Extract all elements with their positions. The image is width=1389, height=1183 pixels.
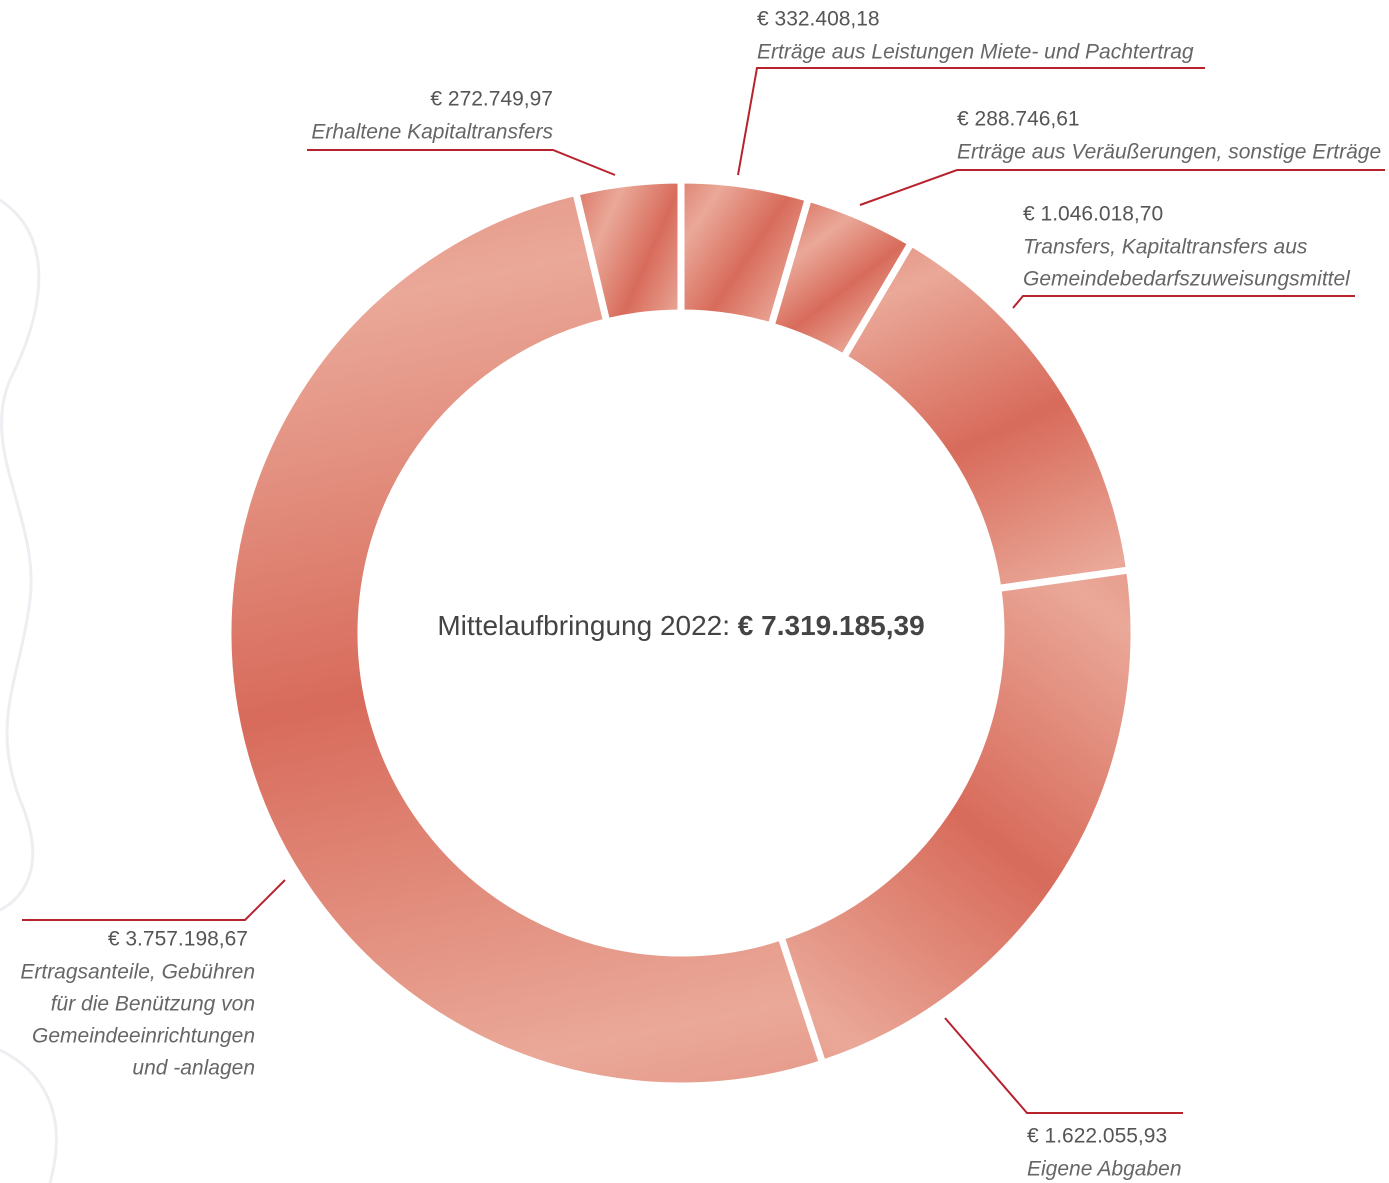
leader-line — [22, 879, 286, 921]
value-label: € 1.046.018,70 — [1023, 203, 1163, 226]
category-label: Ertragsanteile, Gebühren — [20, 961, 255, 984]
leader-line — [737, 67, 1205, 176]
leader-line — [859, 169, 1385, 206]
donut-slice — [224, 188, 828, 1090]
center-title: Mittelaufbringung 2022: — [437, 610, 730, 641]
center-total: € 7.319.185,39 — [738, 610, 925, 641]
leader-line — [1012, 295, 1355, 309]
donut-slice — [571, 176, 685, 326]
donut-slice — [776, 566, 1138, 1068]
value-label: € 332.408,18 — [757, 8, 880, 31]
category-label: Eigene Abgaben — [1027, 1158, 1182, 1181]
donut-slice — [838, 238, 1134, 593]
category-label: und -anlagen — [132, 1057, 255, 1080]
category-label: Transfers, Kapitaltransfers aus — [1023, 236, 1308, 259]
center-label: Mittelaufbringung 2022: € 7.319.185,39 — [437, 610, 924, 641]
category-label: Erhaltene Kapitaltransfers — [311, 121, 553, 144]
value-label: € 272.749,97 — [430, 88, 553, 111]
leader-line — [307, 149, 616, 176]
value-label: € 288.746,61 — [957, 108, 1080, 131]
value-label: € 3.757.198,67 — [108, 928, 248, 951]
value-label: € 1.622.055,93 — [1027, 1125, 1167, 1148]
background-shape — [0, 1048, 58, 1183]
leader-line — [944, 1017, 1183, 1114]
category-label: Erträge aus Leistungen Miete- und Pachte… — [757, 41, 1194, 64]
category-label: Gemeindebedarfszuweisungsmittel — [1023, 268, 1351, 291]
category-label: Erträge aus Veräußerungen, sonstige Ertr… — [957, 141, 1381, 164]
background-shape — [0, 198, 41, 912]
category-label: Gemeindeeinrichtungen — [32, 1025, 255, 1048]
category-label: für die Benützung von — [51, 993, 255, 1016]
